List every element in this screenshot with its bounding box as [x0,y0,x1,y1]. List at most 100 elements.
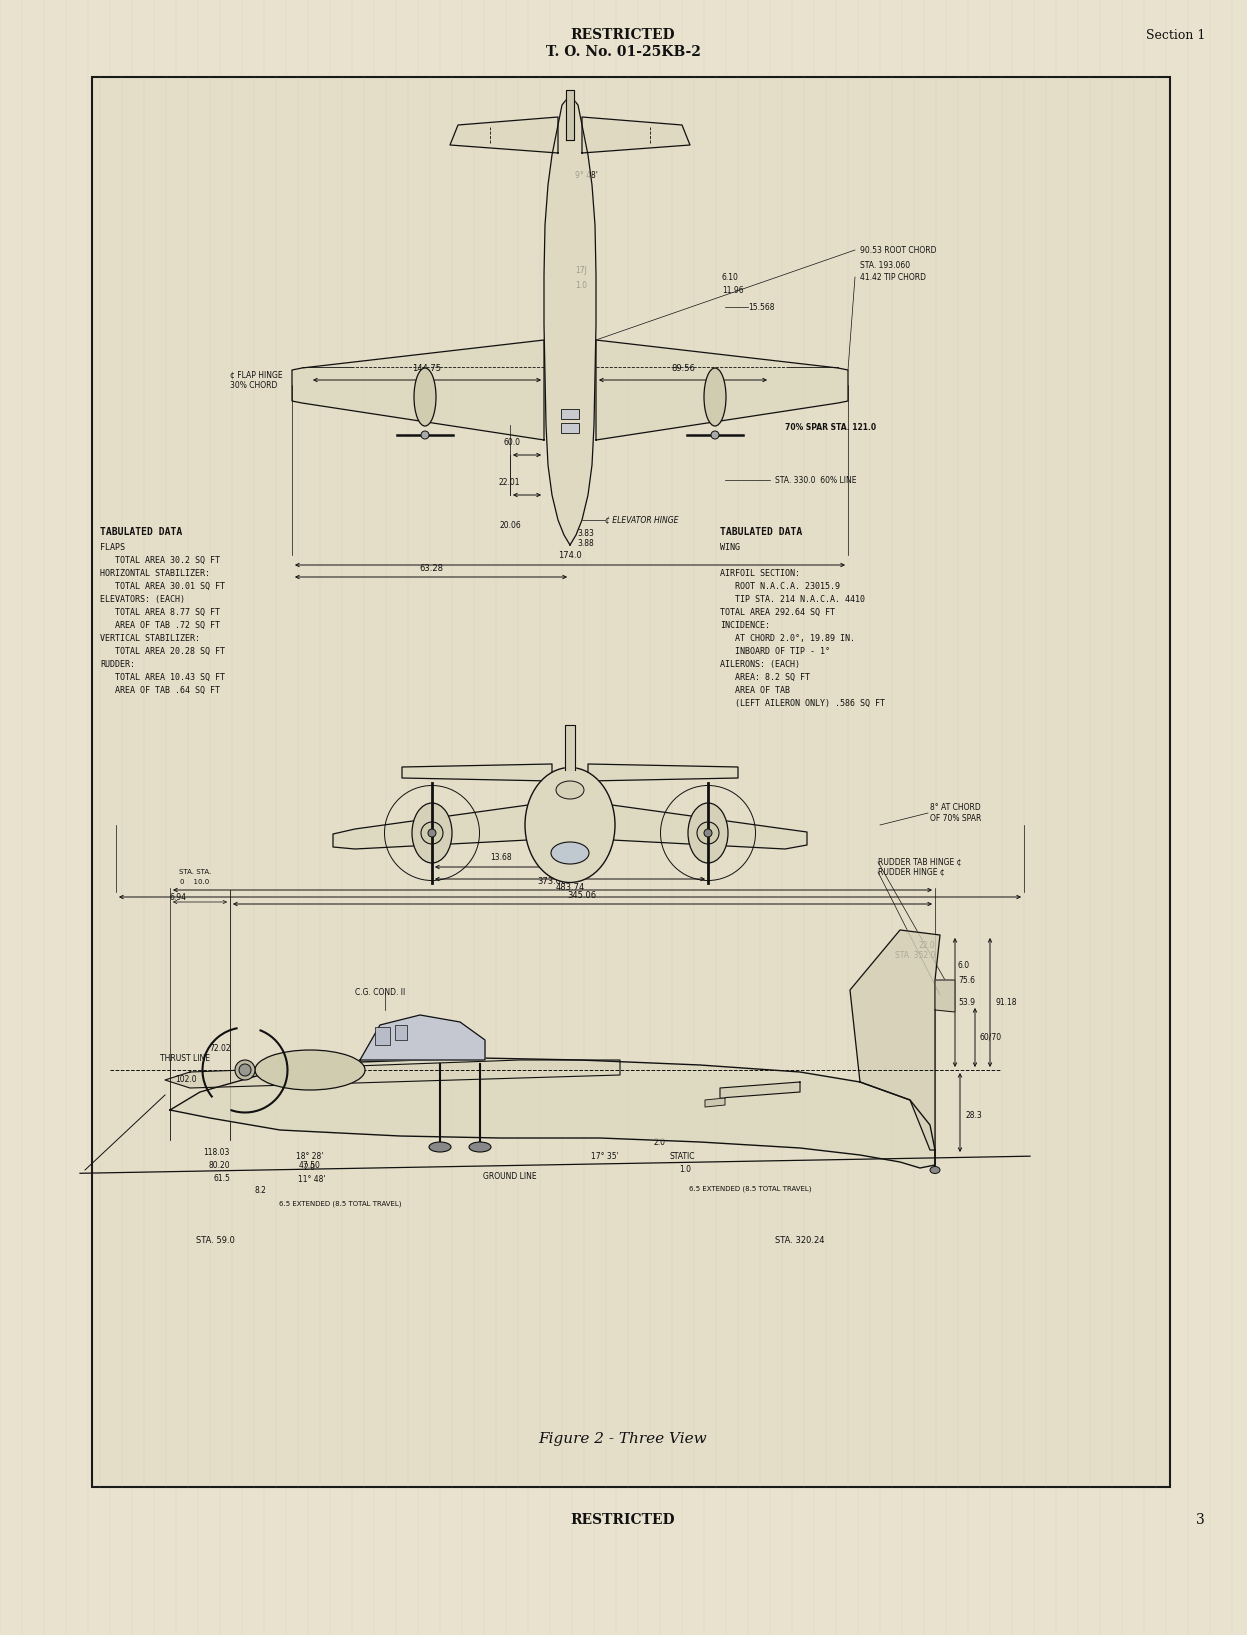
Text: 11° 48': 11° 48' [298,1176,325,1184]
Polygon shape [582,118,690,154]
Circle shape [705,829,712,837]
Polygon shape [705,1099,725,1107]
Circle shape [421,432,429,440]
Text: AREA OF TAB .72 SQ FT: AREA OF TAB .72 SQ FT [100,621,219,629]
Bar [375,1027,390,1045]
Text: THRUST LINE: THRUST LINE [160,1055,209,1063]
Circle shape [711,432,720,440]
Text: 2.0: 2.0 [653,1138,666,1148]
Text: 13.68: 13.68 [490,853,511,862]
Text: TOTAL AREA 30.2 SQ FT: TOTAL AREA 30.2 SQ FT [100,556,219,566]
Text: GROUND LINE: GROUND LINE [483,1172,536,1180]
Text: STA. 330.0  60% LINE: STA. 330.0 60% LINE [774,476,857,484]
Text: 63.28: 63.28 [419,564,443,572]
Text: AREA OF TAB: AREA OF TAB [720,687,791,695]
Ellipse shape [429,1141,451,1153]
Text: WING: WING [720,543,739,553]
Text: ELEVATORS: (EACH): ELEVATORS: (EACH) [100,595,185,603]
Text: 9° 48': 9° 48' [575,170,597,180]
Polygon shape [165,1059,620,1087]
Text: ¢ ELEVATOR HINGE: ¢ ELEVATOR HINGE [605,515,678,525]
Text: 17J: 17J [575,265,587,275]
Polygon shape [589,764,738,782]
Text: 60/70: 60/70 [980,1032,1003,1041]
Text: 2.0: 2.0 [304,1162,315,1172]
Text: 28.3: 28.3 [965,1110,981,1120]
Text: 0    10.0: 0 10.0 [181,880,209,885]
Text: 18° 28': 18° 28' [297,1153,324,1161]
Polygon shape [720,1082,801,1099]
Text: 3.83: 3.83 [577,528,594,538]
Polygon shape [402,764,552,782]
Text: 345.06: 345.06 [567,891,596,899]
Text: 483.74: 483.74 [555,883,585,893]
Text: STA. 320.24: STA. 320.24 [776,1236,824,1244]
Polygon shape [450,118,557,154]
Text: ROOT N.A.C.A. 23015.9: ROOT N.A.C.A. 23015.9 [720,582,840,590]
Text: 6.5 EXTENDED (8.5 TOTAL TRAVEL): 6.5 EXTENDED (8.5 TOTAL TRAVEL) [688,1185,812,1192]
Bar [395,1025,407,1040]
Text: STA. 193.060: STA. 193.060 [860,260,910,270]
Text: 72.02: 72.02 [209,1043,231,1053]
Text: 53.9: 53.9 [958,997,975,1007]
Text: AREA: 8.2 SQ FT: AREA: 8.2 SQ FT [720,674,811,682]
Text: 61.5: 61.5 [213,1174,229,1182]
Text: 61.0: 61.0 [572,816,591,824]
Text: TOTAL AREA 292.64 SQ FT: TOTAL AREA 292.64 SQ FT [720,608,835,616]
Text: 15.568: 15.568 [748,302,774,312]
Text: 6.10: 6.10 [722,273,739,281]
Text: 80.20: 80.20 [208,1161,229,1169]
Text: Section 1: Section 1 [1146,28,1205,41]
Ellipse shape [551,842,589,863]
Bar [561,423,579,433]
Text: STA. 59.0: STA. 59.0 [196,1236,234,1244]
Text: T. O. No. 01-25KB-2: T. O. No. 01-25KB-2 [546,46,701,59]
Text: 17° 35': 17° 35' [591,1153,619,1161]
Text: STA. STA.: STA. STA. [178,868,211,875]
Text: AIRFOIL SECTION:: AIRFOIL SECTION: [720,569,801,579]
Text: 58.0: 58.0 [561,865,580,875]
Text: TOTAL AREA 10.43 SQ FT: TOTAL AREA 10.43 SQ FT [100,674,224,682]
Polygon shape [333,804,527,849]
Text: 1.0: 1.0 [680,1166,691,1174]
Circle shape [239,1064,251,1076]
Text: RUDDER TAB HINGE ¢: RUDDER TAB HINGE ¢ [878,857,961,867]
Ellipse shape [705,368,726,427]
Circle shape [428,829,436,837]
Ellipse shape [254,1050,365,1091]
Text: 22.0: 22.0 [918,940,935,950]
Polygon shape [544,95,596,544]
Text: 3: 3 [1196,1512,1205,1527]
Text: RESTRICTED: RESTRICTED [571,28,676,43]
Bar [92,77,1170,1486]
Text: 47.50: 47.50 [299,1161,320,1169]
Text: TABULATED DATA: TABULATED DATA [100,526,182,536]
Text: 22.01: 22.01 [499,477,520,487]
Ellipse shape [930,1166,940,1174]
Ellipse shape [688,803,728,863]
Text: TOTAL AREA 20.28 SQ FT: TOTAL AREA 20.28 SQ FT [100,647,224,656]
Text: 60.0: 60.0 [503,438,520,446]
Text: 8° AT CHORD
OF 70% SPAR: 8° AT CHORD OF 70% SPAR [930,803,981,822]
Text: 1.0: 1.0 [575,281,587,289]
Text: 41.42 TIP CHORD: 41.42 TIP CHORD [860,273,927,281]
Text: Figure 2 - Three View: Figure 2 - Three View [539,1432,707,1445]
Text: 6.0: 6.0 [958,960,970,970]
Polygon shape [612,804,807,849]
Ellipse shape [697,822,720,844]
Text: 6.94: 6.94 [170,893,187,903]
Text: INCIDENCE:: INCIDENCE: [720,621,769,629]
Text: RUDDER:: RUDDER: [100,661,135,669]
Text: AREA OF TAB .64 SQ FT: AREA OF TAB .64 SQ FT [100,687,219,695]
Text: 144.75: 144.75 [413,365,441,373]
Text: 89.56: 89.56 [671,365,695,373]
Polygon shape [565,724,575,770]
Polygon shape [292,340,544,440]
Text: VERTICAL STABILIZER:: VERTICAL STABILIZER: [100,634,200,643]
Text: 6.5 EXTENDED (8.5 TOTAL TRAVEL): 6.5 EXTENDED (8.5 TOTAL TRAVEL) [279,1200,402,1207]
Polygon shape [566,90,574,141]
Text: 373.06: 373.06 [537,876,566,886]
Text: STATIC: STATIC [670,1153,696,1161]
Text: 91.18: 91.18 [995,997,1016,1007]
Text: STA. 352.0: STA. 352.0 [894,950,935,960]
